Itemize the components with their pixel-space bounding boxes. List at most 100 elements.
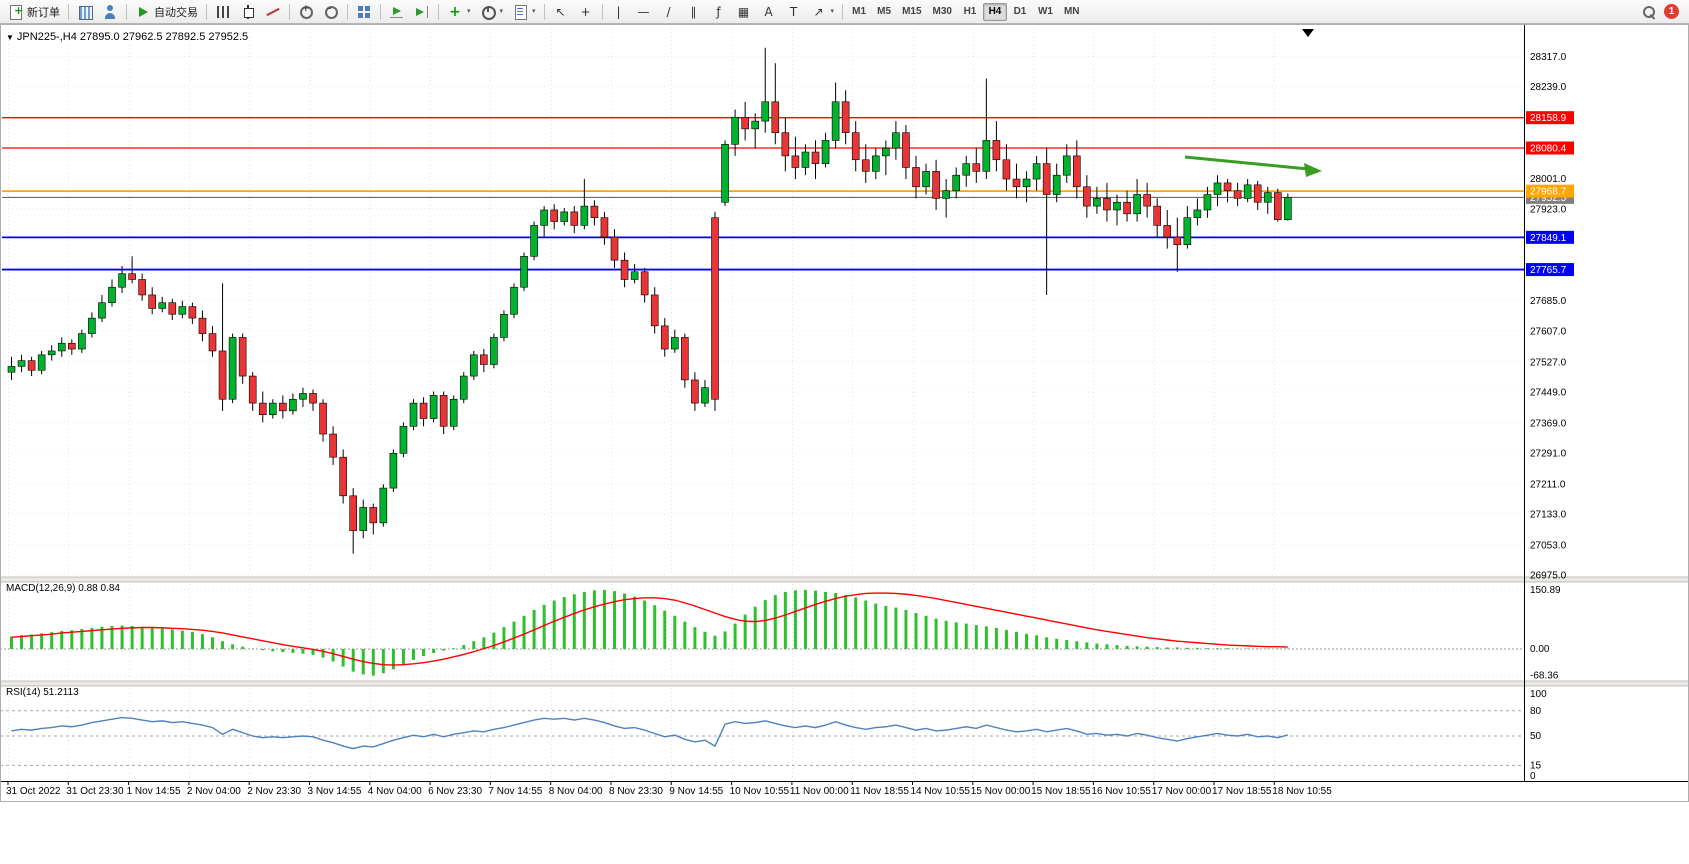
- text-label-icon: T: [789, 4, 798, 19]
- arrows-icon: ↗: [813, 4, 824, 19]
- svg-text:11 Nov 18:55: 11 Nov 18:55: [850, 786, 909, 797]
- vertical-line-button[interactable]: |: [607, 2, 631, 22]
- timeframe-w1-button[interactable]: W1: [1033, 3, 1058, 21]
- auto-trading-label: 自动交易: [154, 6, 198, 19]
- toolbar-separator: [438, 3, 439, 20]
- svg-text:27923.0: 27923.0: [1530, 204, 1567, 215]
- search-button[interactable]: [1637, 2, 1661, 22]
- chart-shift-marker: [1302, 29, 1314, 37]
- svg-text:31 Oct 23:30: 31 Oct 23:30: [66, 786, 124, 797]
- zoom-out-icon: [323, 3, 339, 20]
- timeframe-m5-button[interactable]: M5: [872, 3, 896, 21]
- svg-text:17 Nov 18:55: 17 Nov 18:55: [1212, 786, 1272, 797]
- svg-text:50: 50: [1530, 731, 1542, 742]
- symbol-collapse-icon[interactable]: ▼: [6, 33, 14, 42]
- annotations-layer[interactable]: [1184, 29, 1322, 177]
- price-axis[interactable]: 28317.0 28239.0 28001.0 27923.0 27685.0 27607…: [1524, 24, 1575, 782]
- timeframe-m15-button[interactable]: M15: [897, 3, 926, 21]
- shapes-button[interactable]: ▦: [732, 2, 756, 22]
- svg-text:0.00: 0.00: [1530, 644, 1550, 655]
- svg-text:11 Nov 00:00: 11 Nov 00:00: [790, 786, 849, 797]
- timeframe-m30-button[interactable]: M30: [928, 3, 957, 21]
- notification-badge[interactable]: 1: [1664, 4, 1679, 19]
- svg-text:16 Nov 10:55: 16 Nov 10:55: [1091, 786, 1151, 797]
- svg-text:27968.7: 27968.7: [1530, 187, 1567, 198]
- auto-trading-button[interactable]: 自动交易: [131, 2, 202, 22]
- new-order-button[interactable]: 新订单: [4, 2, 64, 22]
- svg-text:15 Nov 18:55: 15 Nov 18:55: [1031, 786, 1091, 797]
- channel-icon: ∥: [690, 4, 697, 19]
- candle-chart-icon: [240, 4, 256, 20]
- svg-text:0: 0: [1530, 771, 1536, 782]
- tile-windows-button[interactable]: [352, 2, 376, 22]
- macd-pane: [0, 589, 1524, 677]
- chart-shift-button[interactable]: [410, 2, 434, 22]
- search-icon: [1641, 4, 1657, 20]
- new-order-label: 新订单: [27, 6, 60, 19]
- timeframe-mn-button[interactable]: MN: [1059, 3, 1085, 21]
- svg-text:9 Nov 14:55: 9 Nov 14:55: [669, 786, 723, 797]
- profile-button[interactable]: [98, 2, 122, 22]
- line-chart-button[interactable]: [261, 2, 285, 22]
- fibonacci-button[interactable]: ƒ: [707, 2, 731, 22]
- zoom-in-button[interactable]: [294, 2, 318, 22]
- arrows-button[interactable]: ↗ ▾: [807, 2, 839, 22]
- zoom-out-button[interactable]: [319, 2, 343, 22]
- svg-text:100: 100: [1530, 689, 1547, 700]
- svg-text:28080.4: 28080.4: [1530, 144, 1567, 155]
- timeframe-h1-button[interactable]: H1: [958, 3, 982, 21]
- cursor-button[interactable]: ↖: [549, 2, 573, 22]
- bar-chart-button[interactable]: [211, 2, 235, 22]
- toolbar-separator: [601, 3, 603, 20]
- timeframe-m1-button[interactable]: M1: [847, 3, 871, 21]
- svg-text:10 Nov 10:55: 10 Nov 10:55: [730, 786, 790, 797]
- charts-button[interactable]: [73, 2, 97, 22]
- svg-text:27369.0: 27369.0: [1530, 418, 1567, 429]
- trendline-button[interactable]: /: [657, 2, 681, 22]
- text-label-button[interactable]: T: [782, 2, 806, 22]
- chart-ohlc-values: 27895.0 27962.5 27892.5 27952.5: [79, 31, 249, 43]
- candle-chart-button[interactable]: [236, 2, 260, 22]
- main-toolbar: 新订单 自动交易 ▾ ▾ ▾ ↖+ |—/ ∥ ƒ▦AT ↗▾ M1M5M15M30H1H4D1W1…: [0, 0, 1689, 24]
- svg-text:7 Nov 14:55: 7 Nov 14:55: [488, 786, 542, 797]
- auto-scroll-button[interactable]: [385, 2, 409, 22]
- svg-text:2 Nov 04:00: 2 Nov 04:00: [187, 786, 241, 797]
- svg-text:27053.0: 27053.0: [1530, 540, 1567, 551]
- time-axis[interactable]: 31 Oct 2022 31 Oct 23:30 1 Nov 14:55 2 Nov …: [0, 781, 1689, 797]
- svg-text:15 Nov 00:00: 15 Nov 00:00: [971, 786, 1031, 797]
- toolbar-separator: [543, 3, 545, 20]
- svg-text:27952.5: 27952.5: [1530, 193, 1567, 204]
- svg-text:27449.0: 27449.0: [1530, 387, 1567, 398]
- chart-background: [0, 24, 1689, 801]
- svg-text:150.89: 150.89: [1530, 585, 1561, 596]
- timeframe-h4-button[interactable]: H4: [982, 2, 1007, 21]
- periods-button[interactable]: ▾: [476, 2, 508, 22]
- svg-text:31 Oct 2022: 31 Oct 2022: [6, 786, 61, 797]
- toolbar-separator: [289, 3, 290, 20]
- toolbar-separator: [68, 3, 69, 20]
- svg-text:3 Nov 14:55: 3 Nov 14:55: [308, 786, 362, 797]
- horizontal-line-button[interactable]: —: [632, 2, 656, 22]
- dropdown-arrow-icon: ▾: [467, 7, 471, 15]
- dropdown-arrow-icon: ▾: [532, 7, 536, 15]
- svg-text:27527.0: 27527.0: [1530, 357, 1567, 368]
- svg-text:26975.0: 26975.0: [1530, 571, 1567, 582]
- templates-button[interactable]: ▾: [508, 2, 540, 22]
- candles-layer: [7, 47, 1292, 554]
- channel-button[interactable]: ∥: [682, 2, 706, 22]
- pane-separators[interactable]: [0, 576, 1689, 687]
- toolbar-separator: [347, 3, 348, 20]
- rsi-pane: [0, 710, 1524, 766]
- autotrade-icon: [135, 4, 151, 20]
- indicators-button[interactable]: ▾: [443, 2, 475, 22]
- text-button[interactable]: A: [757, 2, 781, 22]
- svg-text:28001.0: 28001.0: [1530, 174, 1567, 185]
- dropdown-arrow-icon: ▾: [499, 7, 504, 15]
- svg-text:27133.0: 27133.0: [1530, 509, 1567, 520]
- svg-text:28317.0: 28317.0: [1530, 52, 1567, 63]
- timeframe-d1-button[interactable]: D1: [1008, 3, 1032, 21]
- crosshair-button[interactable]: +: [574, 2, 598, 22]
- svg-text:80: 80: [1530, 706, 1542, 717]
